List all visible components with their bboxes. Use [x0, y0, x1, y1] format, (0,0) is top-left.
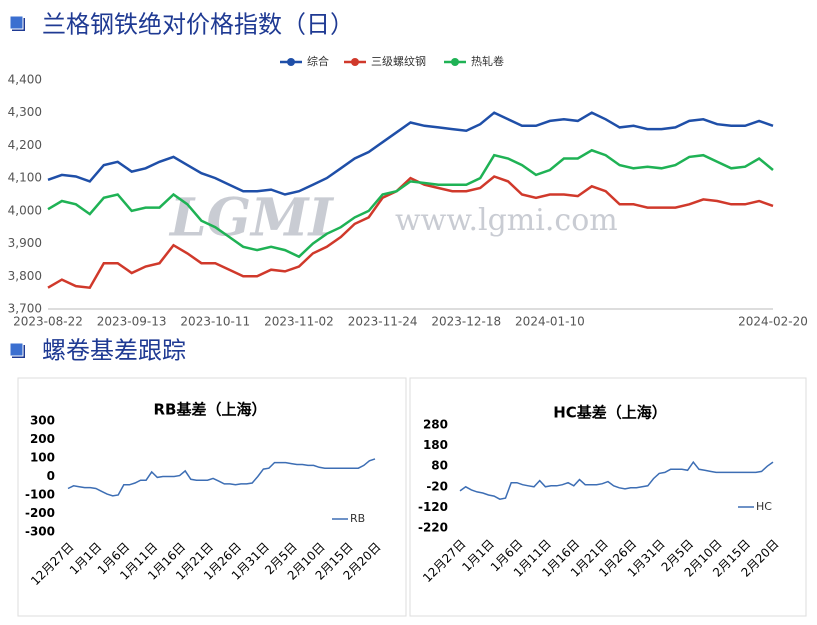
y-tick-label: 3,800 — [8, 269, 42, 283]
y-tick-label: -120 — [418, 500, 448, 514]
legend-label: 三级螺纹钢 — [371, 54, 426, 68]
y-tick-label: 200 — [30, 432, 55, 446]
heading-icon — [9, 342, 24, 357]
y-tick-label: 3,700 — [8, 302, 42, 316]
y-tick-label: -300 — [25, 525, 55, 539]
legend-label: HC — [756, 500, 772, 513]
series-line — [459, 460, 774, 500]
y-tick-label: 4,300 — [8, 105, 42, 119]
series-line — [47, 175, 774, 290]
x-tick-label: 2023-09-13 — [97, 315, 167, 329]
x-tick-label: 2024-02-20 — [738, 315, 808, 329]
y-tick-label: 180 — [423, 438, 448, 452]
y-tick-label: -20 — [426, 479, 448, 493]
x-tick-label: 2023-12-18 — [431, 315, 501, 329]
y-tick-label: 100 — [30, 451, 55, 465]
legend-swatch — [451, 58, 459, 66]
y-tick-label: 4,200 — [8, 138, 42, 152]
y-tick-label: 4,100 — [8, 171, 42, 185]
legend-label: 热轧卷 — [471, 54, 504, 68]
x-tick-label: 2023-11-24 — [348, 315, 418, 329]
series-line — [47, 148, 774, 259]
legend-label: 综合 — [307, 54, 329, 68]
legend-label: RB — [350, 512, 365, 525]
legend-swatch — [287, 58, 295, 66]
heading: 螺卷基差跟踪 — [42, 337, 186, 365]
x-tick-label: 2023-10-11 — [180, 315, 250, 329]
x-tick-label: 2024-01-10 — [515, 315, 585, 329]
y-tick-label: 80 — [431, 459, 448, 473]
chart-title: RB基差（上海） — [154, 401, 267, 419]
watermark-url: www.lgmi.com — [395, 203, 618, 238]
y-tick-label: -200 — [25, 506, 55, 520]
panel — [17, 377, 407, 617]
y-tick-label: -220 — [418, 521, 448, 535]
y-tick-label: 300 — [30, 414, 55, 428]
y-tick-label: 4,400 — [8, 73, 42, 87]
x-tick-label: 2023-08-22 — [13, 315, 83, 329]
y-tick-label: 3,900 — [8, 236, 42, 250]
y-tick-label: -100 — [25, 488, 55, 502]
y-tick-label: 280 — [423, 418, 448, 432]
watermark-logo: LGMI — [168, 188, 335, 249]
series-line — [67, 458, 376, 497]
y-tick-label: 4,000 — [8, 203, 42, 217]
panel — [409, 377, 807, 617]
legend-swatch — [351, 58, 359, 66]
heading: 兰格钢铁绝对价格指数（日） — [42, 11, 354, 39]
chart-title: HC基差（上海） — [553, 404, 667, 422]
y-tick-label: 0 — [47, 469, 55, 483]
x-tick-label: 12月27日 — [420, 537, 468, 585]
series-line — [47, 111, 774, 196]
heading-icon — [9, 15, 24, 30]
x-tick-label: 2023-11-02 — [264, 315, 334, 329]
